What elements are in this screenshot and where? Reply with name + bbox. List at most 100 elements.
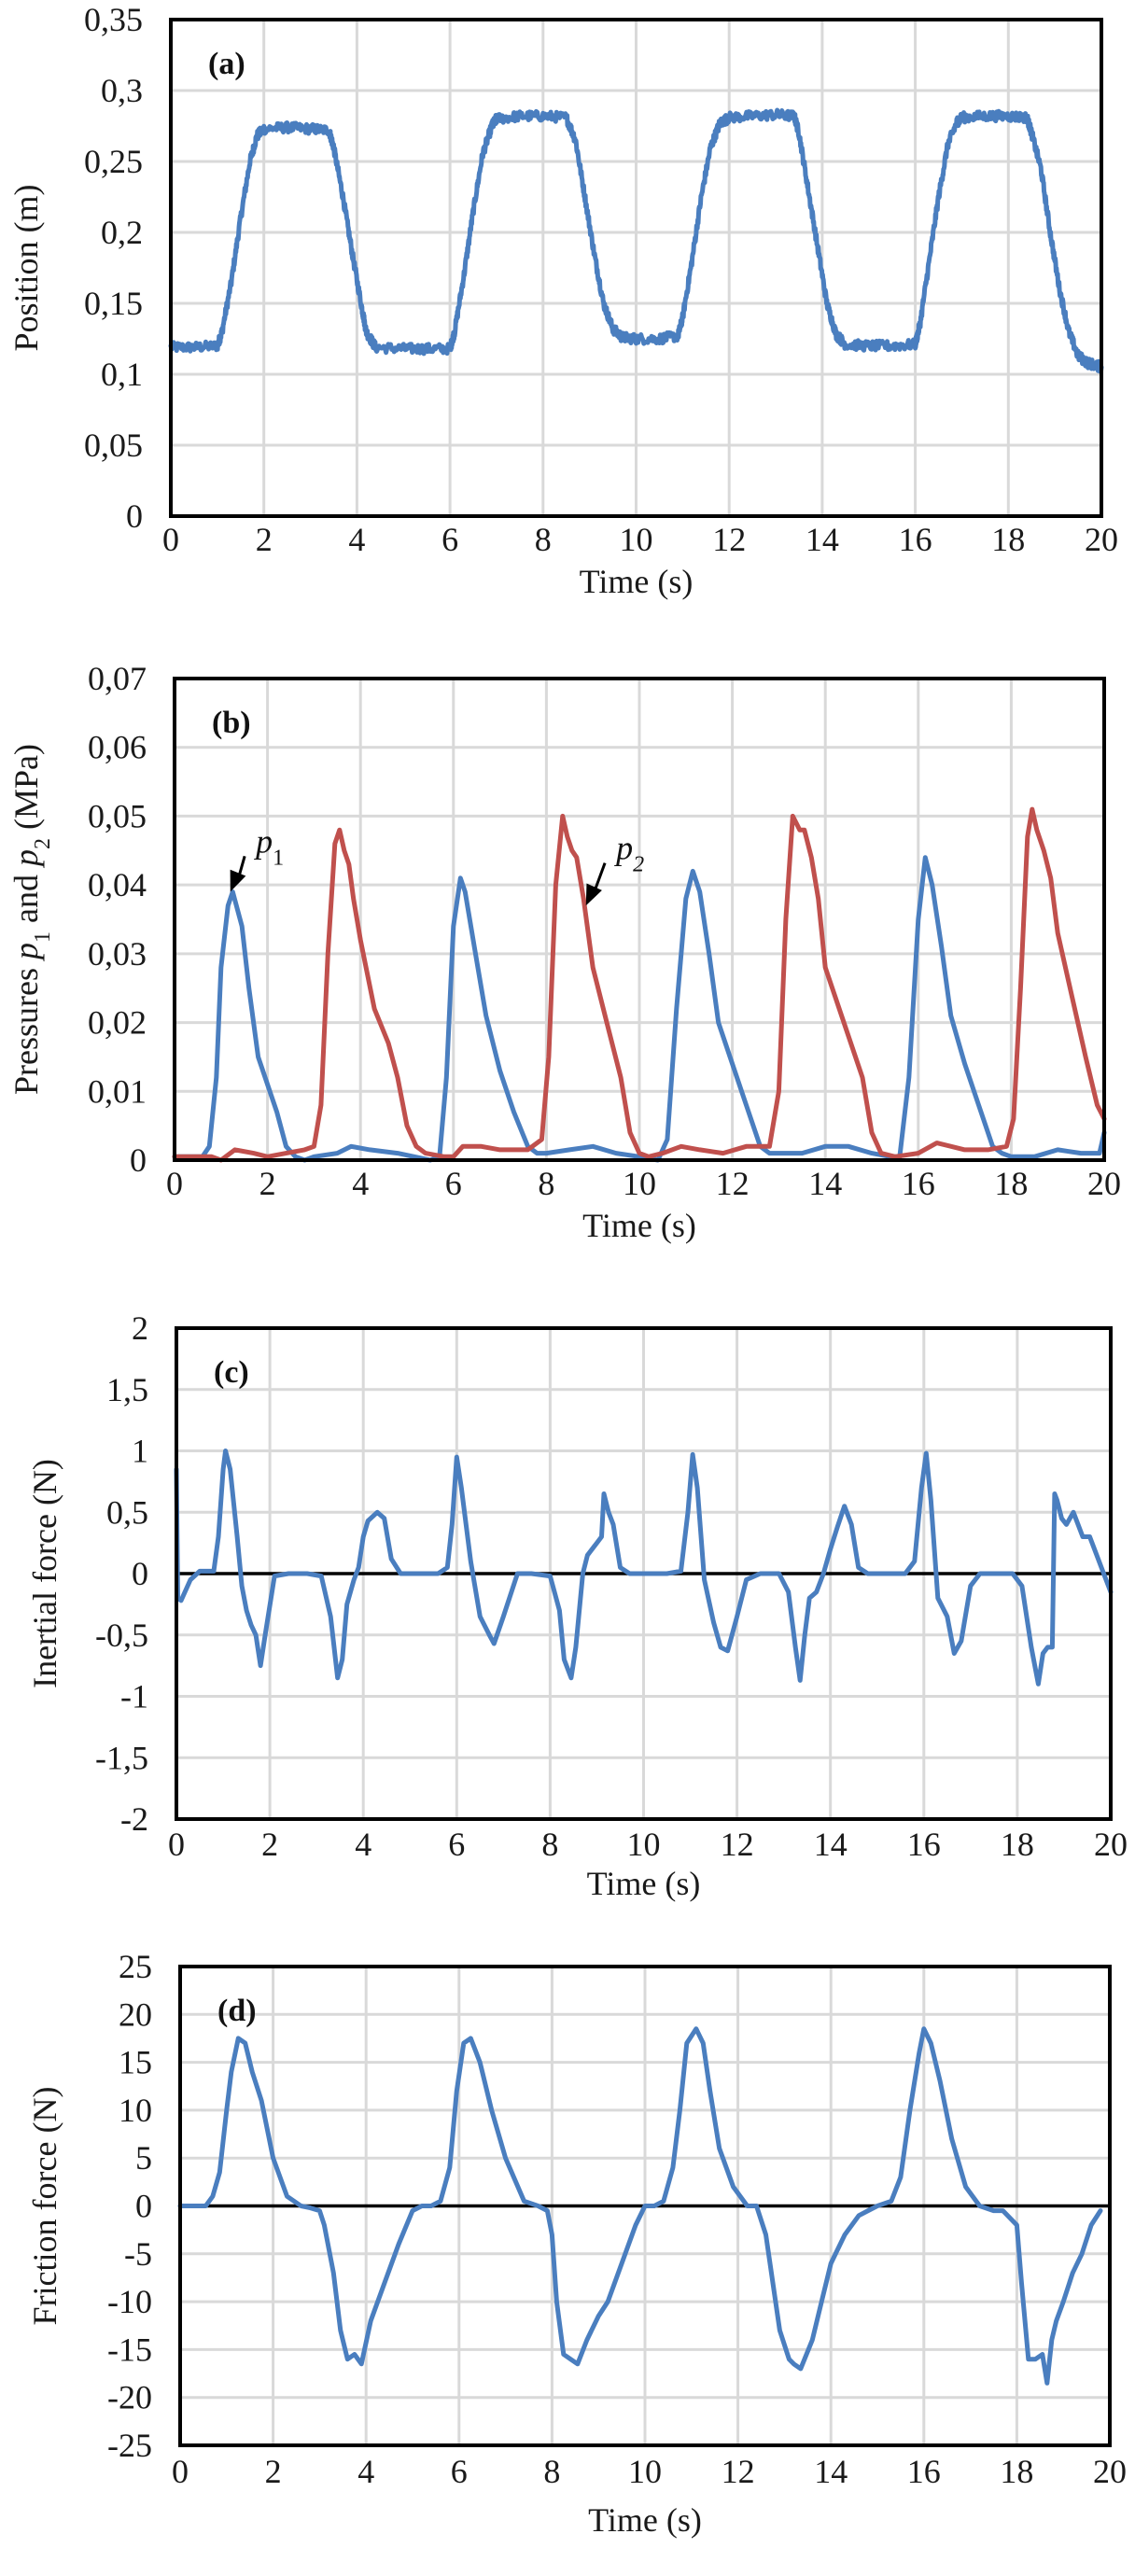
x-tick-label: 2 (265, 2453, 282, 2490)
x-tick-label: 8 (541, 1826, 558, 1863)
annotation-var: p (253, 822, 273, 860)
y-tick-label: 0,1 (101, 356, 143, 393)
x-tick-label: 18 (991, 521, 1025, 558)
x-tick-label: 12 (716, 1165, 750, 1202)
x-tick-label: 0 (172, 2453, 189, 2490)
y-tick-label: 0,03 (88, 935, 147, 973)
x-tick-label: 2 (256, 521, 273, 558)
subscript: 2 (31, 838, 55, 849)
x-tick-label: 12 (712, 521, 746, 558)
x-tick-label: 20 (1085, 521, 1118, 558)
x-tick-label: 10 (623, 1165, 656, 1202)
panel-label: (a) (208, 47, 245, 81)
x-tick-label: 14 (814, 2453, 848, 2490)
x-tick-label: 20 (1094, 1826, 1128, 1863)
x-tick-label: 0 (168, 1826, 185, 1863)
x-tick-label: 6 (445, 1165, 462, 1202)
x-tick-label: 6 (441, 521, 458, 558)
arrowhead-icon (230, 869, 246, 892)
subscript: 1 (31, 931, 55, 943)
x-tick-label: 14 (808, 1165, 842, 1202)
panel-d: 0 2 4 6 8 10 12 14 16 18 20 -25 -20 -15 -10 -5 0 5 10 15 20 2… (26, 1948, 1127, 2539)
x-tick-label: 14 (806, 521, 839, 558)
y-tick-label: -10 (107, 2283, 152, 2320)
label-part: and (7, 866, 45, 931)
x-tick-label: 4 (357, 2453, 374, 2490)
panel-label: (c) (214, 1355, 249, 1390)
label-part: (MPa) (7, 744, 45, 838)
y-tick-label: 1 (132, 1433, 148, 1470)
y-tick-label: 0 (126, 497, 143, 535)
y-tick-label: 0,05 (84, 427, 143, 464)
series-line-p2 (172, 806, 1107, 1163)
y-tick-label: 0,15 (84, 285, 143, 322)
x-tick-label: 2 (259, 1165, 276, 1202)
y-tick-label: 25 (119, 1948, 152, 1985)
x-axis-label: Time (s) (588, 2501, 702, 2539)
x-tick-label: 20 (1093, 2453, 1127, 2490)
series-line-position (168, 107, 1104, 374)
y-tick-label: -1,5 (95, 1739, 148, 1776)
y-tick-label: -1 (120, 1678, 148, 1715)
x-axis-label: Time (s) (580, 563, 694, 600)
x-tick-label: 12 (721, 1826, 754, 1863)
x-tick-label: 16 (899, 521, 932, 558)
y-axis-label: Inertial force (N) (26, 1459, 63, 1688)
x-tick-label: 2 (261, 1826, 278, 1863)
series-line-p1 (172, 855, 1107, 1163)
annotation-var: p (613, 830, 633, 867)
x-tick-label: 8 (535, 521, 552, 558)
y-tick-label: -25 (107, 2427, 152, 2464)
y-tick-label: 0,2 (101, 214, 143, 251)
series-line-friction-force (177, 2026, 1103, 2386)
panel-c: 0 2 4 6 8 10 12 14 16 18 20 -2 -1,5 -1 -0,5 0 0,5 1 1,5 2 Ti… (26, 1309, 1128, 1902)
x-tick-label: 4 (355, 1826, 371, 1863)
annotation-label: p2 (613, 830, 644, 877)
panel-a: 0 2 4 6 8 10 12 14 16 18 20 0 0,05 0,1 0,15 0,2 0,25 0,3 0… (7, 1, 1118, 600)
x-tick-label: 8 (543, 2453, 560, 2490)
plot-frame (173, 677, 1106, 1162)
annotation-subscript: 1 (273, 846, 284, 870)
x-tick-label: 18 (994, 1165, 1028, 1202)
panel-label: (b) (212, 706, 251, 740)
y-tick-label: 2 (132, 1309, 148, 1347)
y-tick-label: 0,35 (84, 1, 143, 38)
annotation-label: p1 (253, 822, 284, 870)
y-tick-label: -20 (107, 2379, 152, 2416)
x-tick-label: 16 (907, 2453, 941, 2490)
y-tick-label: 0,25 (84, 143, 143, 180)
y-axis-label: Pressures p1 and p2 (MPa) (7, 744, 55, 1095)
y-tick-label: 0 (135, 2188, 152, 2225)
panel-label: (d) (217, 1994, 257, 2028)
x-tick-label: 16 (907, 1826, 941, 1863)
label-part: Pressures (7, 959, 45, 1095)
y-tick-label: -15 (107, 2331, 152, 2368)
x-tick-label: 10 (628, 2453, 662, 2490)
y-tick-label: 1,5 (106, 1371, 148, 1408)
x-tick-label: 10 (627, 1826, 661, 1863)
x-tick-label: 18 (1000, 2453, 1033, 2490)
y-tick-label: 5 (135, 2139, 152, 2177)
y-tick-label: 0,07 (88, 660, 147, 697)
label-part: p (7, 943, 45, 962)
x-axis-label: Time (s) (582, 1207, 696, 1244)
x-tick-label: 16 (902, 1165, 935, 1202)
x-tick-label: 6 (451, 2453, 468, 2490)
plot-frame (169, 18, 1103, 518)
y-tick-label: -2 (120, 1800, 148, 1838)
y-tick-label: 0,3 (101, 72, 143, 109)
x-tick-label: 10 (620, 521, 653, 558)
panel-b: 0 2 4 6 8 10 12 14 16 18 2000,010,020,030,040,050,… (7, 660, 1121, 1244)
x-tick-label: 0 (162, 521, 179, 558)
plot-frame (175, 1326, 1113, 1821)
y-tick-label: 0 (130, 1141, 147, 1179)
y-axis-label: Friction force (N) (26, 2087, 63, 2326)
x-tick-label: 4 (352, 1165, 369, 1202)
annotation-subscript: 2 (633, 853, 644, 877)
x-axis-label: Time (s) (587, 1865, 701, 1902)
y-tick-label: 0,5 (106, 1493, 148, 1531)
series-line-inertial-force (174, 1449, 1114, 1687)
x-tick-label: 18 (1001, 1826, 1034, 1863)
label-part: p (7, 849, 45, 869)
